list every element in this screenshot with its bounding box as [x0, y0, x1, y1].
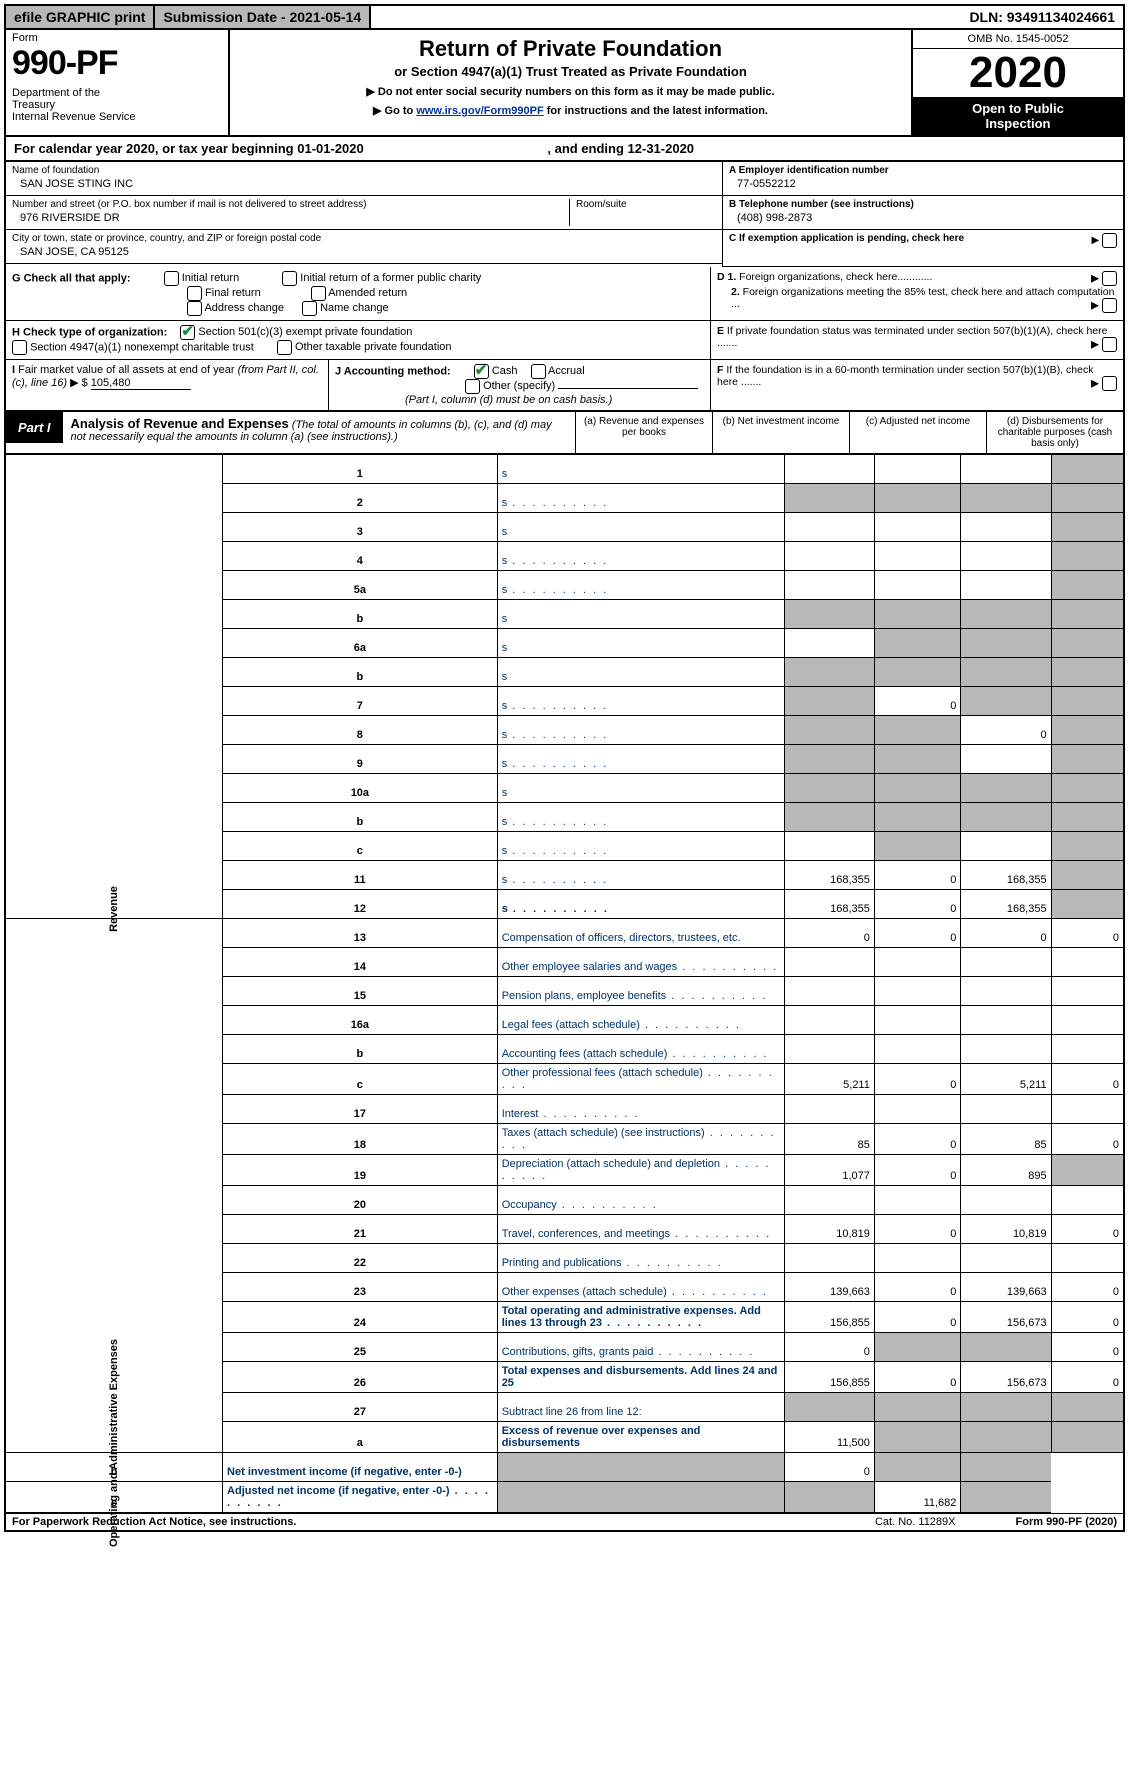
section-j: J Accounting method: Cash Accrual Other … [329, 360, 710, 410]
form-header: Form 990-PF Department of theTreasuryInt… [4, 30, 1125, 137]
ein-value: 77-0552212 [729, 176, 1117, 192]
table-row: Operating and Administrative Expenses 13… [5, 919, 1124, 948]
table-row: c Adjusted net income (if negative, ente… [5, 1482, 1124, 1513]
part-1-label: Part I [6, 412, 63, 443]
d2-checkbox[interactable] [1102, 298, 1117, 313]
g-address-checkbox[interactable] [187, 301, 202, 316]
j-cash-checkbox[interactable] [474, 364, 489, 379]
g-final-checkbox[interactable] [187, 286, 202, 301]
j-other-checkbox[interactable] [465, 379, 480, 394]
note-1: ▶ Do not enter social security numbers o… [234, 85, 907, 98]
d1-label: D 1. Foreign organizations, check here..… [717, 271, 1117, 283]
section-h: H Check type of organization: Section 50… [6, 321, 710, 359]
footer-mid: Cat. No. 11289X [875, 1516, 956, 1528]
city-state-zip: SAN JOSE, CA 95125 [12, 244, 716, 260]
g-initial-checkbox[interactable] [164, 271, 179, 286]
part-1-table: Revenue 1 s 2 s 3 s 4 s 5a s [4, 454, 1125, 1513]
footer-left: For Paperwork Reduction Act Notice, see … [12, 1516, 296, 1528]
col-c-header: (c) Adjusted net income [849, 412, 986, 453]
d1-checkbox[interactable] [1102, 271, 1117, 286]
page-footer: For Paperwork Reduction Act Notice, see … [4, 1513, 1125, 1532]
table-row: b Net investment income (if negative, en… [5, 1453, 1124, 1482]
h-4947-checkbox[interactable] [12, 340, 27, 355]
section-e: E If private foundation status was termi… [710, 321, 1123, 359]
h-other-checkbox[interactable] [277, 340, 292, 355]
omb-number: OMB No. 1545-0052 [913, 30, 1123, 49]
room-label: Room/suite [576, 199, 716, 210]
phone-value: (408) 998-2873 [729, 210, 1117, 226]
irs-link[interactable]: www.irs.gov/Form990PF [416, 105, 543, 117]
form-subtitle: or Section 4947(a)(1) Trust Treated as P… [234, 64, 907, 79]
part-1-header: Part I Analysis of Revenue and Expenses … [4, 412, 1125, 454]
efile-print-button[interactable]: efile GRAPHIC print [6, 6, 155, 28]
open-public-badge: Open to PublicInspection [913, 97, 1123, 135]
c-label: C If exemption application is pending, c… [729, 233, 964, 244]
form-title: Return of Private Foundation [234, 36, 907, 62]
dln-label: DLN: 93491134024661 [961, 6, 1123, 28]
j-accrual-checkbox[interactable] [531, 364, 546, 379]
addr-label: Number and street (or P.O. box number if… [12, 199, 569, 210]
e-checkbox[interactable] [1102, 337, 1117, 352]
table-row: Revenue 1 s [5, 455, 1124, 484]
fmv-value: 105,480 [91, 377, 191, 390]
street-address: 976 RIVERSIDE DR [12, 210, 569, 226]
name-label: Name of foundation [12, 165, 716, 176]
entity-info-grid: Name of foundation SAN JOSE STING INC Nu… [4, 162, 1125, 267]
section-i: I Fair market value of all assets at end… [6, 360, 329, 410]
tax-year: 2020 [913, 49, 1123, 97]
c-checkbox[interactable] [1102, 233, 1117, 248]
d2-label: 2. Foreign organizations meeting the 85%… [717, 286, 1117, 310]
top-bar: efile GRAPHIC print Submission Date - 20… [4, 4, 1125, 30]
col-a-header: (a) Revenue and expenses per books [575, 412, 712, 453]
g-initial-former-checkbox[interactable] [282, 271, 297, 286]
foundation-name: SAN JOSE STING INC [12, 176, 716, 192]
section-f: F If the foundation is in a 60-month ter… [710, 360, 1123, 410]
city-label: City or town, state or province, country… [12, 233, 716, 244]
note-2: ▶ Go to www.irs.gov/Form990PF for instru… [234, 104, 907, 117]
footer-right: Form 990-PF (2020) [1016, 1516, 1118, 1528]
g-name-checkbox[interactable] [302, 301, 317, 316]
col-b-header: (b) Net investment income [712, 412, 849, 453]
ein-label: A Employer identification number [729, 165, 1117, 176]
submission-date: Submission Date - 2021-05-14 [155, 6, 371, 28]
phone-label: B Telephone number (see instructions) [729, 199, 1117, 210]
form-label: Form [12, 32, 222, 44]
h-501c3-checkbox[interactable] [180, 325, 195, 340]
g-amended-checkbox[interactable] [311, 286, 326, 301]
section-g: G Check all that apply: Initial return I… [6, 267, 710, 320]
form-number: 990-PF [12, 44, 222, 83]
col-d-header: (d) Disbursements for charitable purpose… [986, 412, 1123, 453]
dept-label: Department of theTreasuryInternal Revenu… [12, 87, 222, 123]
f-checkbox[interactable] [1102, 376, 1117, 391]
calendar-year-row: For calendar year 2020, or tax year begi… [4, 137, 1125, 162]
